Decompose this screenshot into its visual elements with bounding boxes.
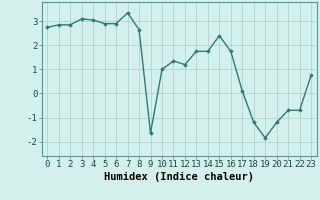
X-axis label: Humidex (Indice chaleur): Humidex (Indice chaleur) [104, 172, 254, 182]
